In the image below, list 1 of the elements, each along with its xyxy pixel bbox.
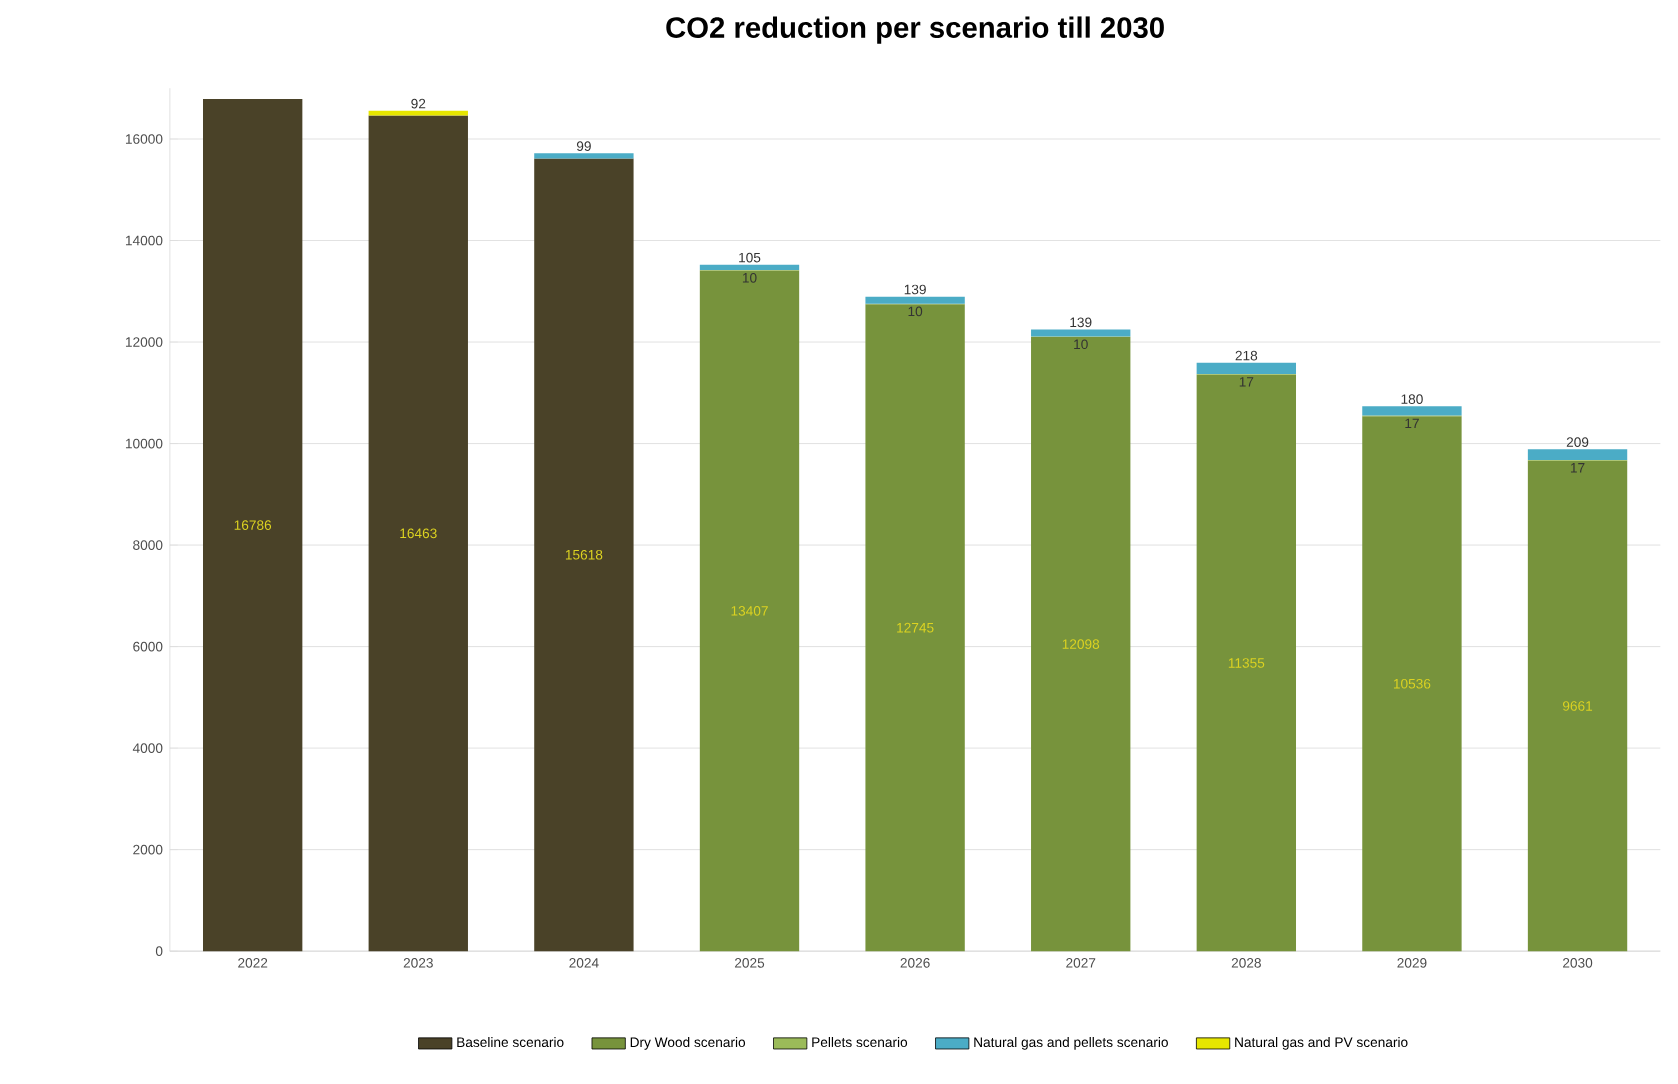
chart-title: CO2 reduction per scenario till 2030 [666,16,1164,44]
